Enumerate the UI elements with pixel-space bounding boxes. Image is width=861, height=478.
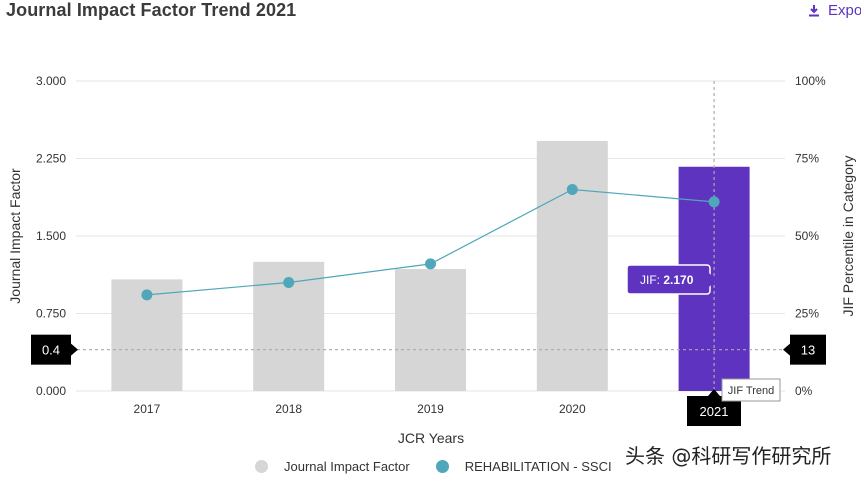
export-button[interactable]: Expo — [808, 2, 861, 19]
tooltip-value: 2.170 — [663, 273, 693, 287]
y-right-tick-label: 50% — [795, 229, 819, 243]
percentile-point-2018 — [283, 277, 295, 288]
crosshair-y-badge-pointer — [71, 343, 78, 356]
page-title: Journal Impact Factor Trend 2021 — [6, 0, 297, 20]
legend-label-jif: Journal Impact Factor — [284, 459, 410, 474]
percentile-point-2020 — [566, 184, 578, 195]
x-tick-label: 2017 — [134, 402, 161, 416]
crosshair-badges: 0.4 13 — [31, 334, 826, 365]
jif-trend-tag: JIF Trend — [721, 378, 781, 402]
bar-2020 — [536, 140, 608, 391]
x-tick-label: 2018 — [275, 402, 302, 416]
watermark: 头条 @科研写作研究所 — [625, 444, 832, 468]
legend-item-category[interactable]: REHABILITATION - SSCI — [435, 459, 612, 474]
y-tick-label: 0.750 — [36, 307, 66, 321]
x-tick-label: 2019 — [417, 402, 444, 416]
percentile-point-2021 — [708, 196, 720, 208]
y-axis-title: Journal Impact Factor — [7, 168, 23, 304]
percentile-point-2017 — [141, 289, 153, 301]
crosshair-y-right-label: 13 — [801, 343, 815, 358]
y-tick-label: 3.000 — [36, 74, 66, 88]
jif-trend-chart: 0.000 0% 0.750 25% 1.500 50% 2.250 75% 3.000 100%… — [7, 74, 856, 446]
x-axis-title: JCR Years — [398, 430, 464, 446]
y-tick-label: 0.000 — [36, 384, 66, 398]
legend-dot-category — [435, 460, 449, 473]
crosshair-y-badge — [31, 334, 71, 365]
crosshair-y-right-badge-pointer — [783, 343, 790, 356]
y-axis-right-title: JIF Percentile in Category — [840, 155, 856, 316]
percentile-line — [141, 184, 720, 301]
tooltip-prefix: JIF: — [640, 273, 663, 287]
y-right-tick-label: 25% — [795, 307, 819, 321]
x-tick-label: 2020 — [559, 402, 586, 416]
crosshair — [71, 81, 790, 396]
y-tick-label: 2.250 — [36, 152, 66, 166]
legend-label-category: REHABILITATION - SSCI — [464, 459, 612, 474]
crosshair-x-label: 2021 — [700, 404, 729, 419]
y-right-tick-label: 100% — [795, 74, 826, 88]
crosshair-y-label: 0.4 — [42, 343, 60, 358]
jif-tooltip: JIF: 2.170 — [626, 264, 716, 295]
export-label: Expo — [828, 2, 861, 19]
percentile-point-2019 — [425, 258, 436, 270]
chart-legend: Journal Impact Factor REHABILITATION - S… — [255, 459, 612, 474]
y-right-tick-label: 75% — [795, 152, 819, 166]
crosshair-y-right-badge — [790, 334, 826, 365]
trend-tag-label: JIF Trend — [728, 385, 774, 397]
y-right-tick-label: 0% — [795, 384, 813, 398]
svg-text:JIF: 2.170: JIF: 2.170 — [640, 273, 694, 287]
y-tick-label: 1.500 — [36, 229, 66, 243]
bar-2019 — [395, 269, 466, 391]
legend-item-jif[interactable]: Journal Impact Factor — [255, 459, 410, 474]
download-icon — [809, 5, 819, 17]
legend-dot-jif — [255, 460, 268, 473]
